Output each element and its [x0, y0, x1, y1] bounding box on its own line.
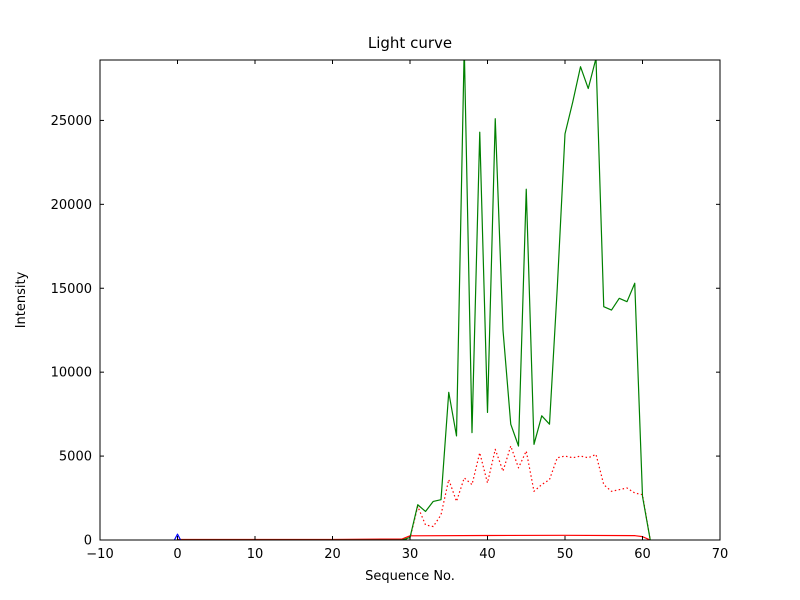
x-tick-label: 70	[712, 547, 729, 562]
x-axis-label: Sequence No.	[365, 569, 455, 584]
x-tick-label: 50	[557, 547, 574, 562]
series-blue-marker-line	[173, 533, 182, 540]
x-tick-label: 10	[247, 547, 264, 562]
chart-title: Light curve	[368, 34, 452, 52]
plot-area	[100, 60, 720, 540]
x-tick-label: 20	[324, 547, 341, 562]
y-tick-label: 10000	[51, 366, 92, 381]
tick-layer: −10 0 10 20 30 40 50 60 700500010000150002000025…	[51, 60, 729, 562]
y-tick-label: 5000	[59, 450, 92, 465]
y-tick-label: 20000	[51, 198, 92, 213]
x-tick-label: 60	[634, 547, 651, 562]
y-tick-label: 0	[84, 534, 92, 549]
x-tick-label: 40	[479, 547, 496, 562]
y-tick-label: 15000	[51, 282, 92, 297]
x-tick-label: −10	[86, 547, 113, 562]
series-green-line	[177, 60, 651, 540]
x-tick-label: 0	[173, 547, 181, 562]
y-axis-label: Intensity	[14, 271, 29, 328]
x-tick-label: 30	[402, 547, 419, 562]
y-tick-label: 25000	[51, 114, 92, 129]
